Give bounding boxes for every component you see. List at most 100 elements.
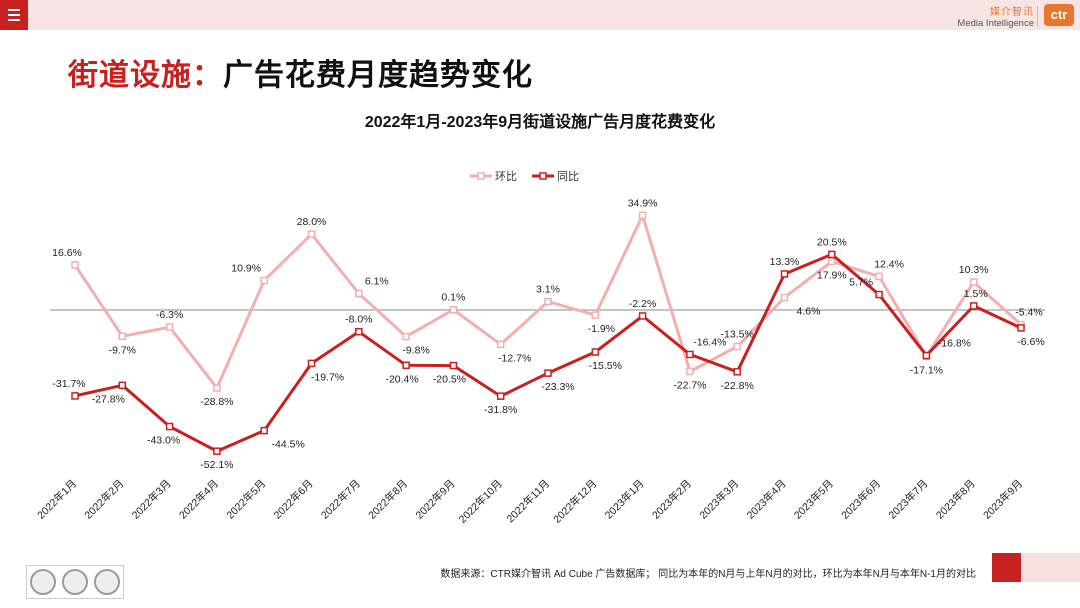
x-tick-label: 2022年10月	[456, 477, 505, 526]
data-point	[496, 392, 505, 400]
data-point	[686, 367, 694, 376]
brand-text: 媒介智讯 Media Intelligence	[957, 7, 1034, 29]
x-tick-label: 2022年12月	[551, 477, 600, 526]
data-point	[544, 369, 552, 377]
brand-cn: 媒介智讯	[990, 7, 1034, 18]
legend-marker-yoy	[539, 172, 547, 180]
data-label: 0.1%	[441, 292, 465, 304]
data-point	[733, 342, 741, 351]
data-point	[496, 340, 505, 349]
data-point	[213, 447, 221, 455]
data-label: -27.8%	[92, 393, 125, 405]
legend-label-mom: 环比	[495, 170, 517, 183]
data-label: -20.5%	[433, 374, 466, 386]
data-label: -19.7%	[311, 371, 344, 383]
data-point	[686, 350, 694, 359]
series-mom: 16.6% -9.7% -6.3% -28.8% 10.9% 28.0% 6.1% -9.8%…	[52, 197, 1043, 408]
data-point	[307, 359, 316, 368]
data-label: -43.0%	[147, 435, 180, 447]
x-tick-label: 2022年7月	[318, 477, 363, 522]
data-point	[828, 257, 836, 266]
hamburger-menu-icon[interactable]	[0, 0, 28, 30]
data-point	[922, 351, 931, 360]
data-point	[969, 278, 978, 286]
data-label: -22.7%	[673, 380, 706, 392]
x-tick-label: 2023年3月	[697, 477, 742, 522]
data-label: -22.8%	[721, 380, 754, 392]
x-tick-label: 2023年9月	[980, 477, 1025, 522]
data-point	[780, 270, 789, 278]
data-label: -9.8%	[402, 345, 429, 357]
data-point	[260, 276, 268, 285]
chart-legend: 环比 同比	[470, 170, 579, 183]
data-label: 16.6%	[52, 247, 82, 259]
data-point	[402, 361, 410, 370]
data-point	[780, 293, 789, 302]
page-title-part1: 街道设施：	[68, 59, 223, 92]
data-label: -13.5%	[721, 329, 754, 341]
data-label: -12.7%	[498, 352, 531, 364]
data-point	[591, 311, 600, 319]
data-label: -15.5%	[589, 360, 622, 372]
data-point	[355, 327, 363, 336]
chart-title: 2022年1月-2023年9月街道设施广告月度花费变化	[364, 114, 716, 131]
data-label: -6.3%	[156, 309, 183, 321]
brand-en: Media Intelligence	[957, 18, 1034, 29]
data-label: 34.9%	[628, 197, 658, 209]
ctr-logo: ctr	[1044, 4, 1074, 26]
data-label: 17.9%	[817, 269, 847, 281]
data-source-note: 数据来源：CTR媒介智讯 Ad Cube 广告数据库； 同比为本年的N月与上年N…	[440, 569, 976, 580]
data-label: -16.8%	[938, 338, 971, 350]
data-point	[71, 261, 79, 269]
data-point	[733, 368, 741, 376]
data-point	[1017, 324, 1025, 332]
x-tick-label: 2023年7月	[886, 477, 931, 522]
data-point	[355, 289, 363, 298]
page-title: 街道设施：广告花费月度趋势变化	[68, 50, 533, 94]
data-point	[828, 250, 836, 259]
data-label: 1.5%	[964, 288, 988, 300]
x-tick-label: 2022年9月	[413, 477, 458, 522]
x-tick-label: 2022年4月	[176, 477, 221, 522]
page-title-part2: 广告花费月度趋势变化	[223, 59, 533, 92]
data-point	[260, 426, 268, 435]
sgs-badge-icon	[94, 569, 120, 595]
data-point	[544, 297, 552, 306]
data-point	[165, 422, 174, 431]
x-tick-label: 2022年1月	[34, 477, 79, 522]
legend-marker-mom	[477, 172, 485, 180]
data-point	[449, 305, 458, 314]
x-tick-label: 2023年1月	[602, 477, 647, 522]
data-point	[165, 323, 174, 331]
data-label: 3.1%	[536, 284, 560, 296]
x-tick-label: 2022年3月	[129, 477, 174, 522]
data-label: -16.4%	[693, 336, 726, 348]
data-point	[213, 384, 221, 392]
x-tick-label: 2023年5月	[791, 477, 836, 522]
data-label: 4.6%	[797, 306, 821, 318]
data-label: 13.3%	[770, 256, 800, 268]
data-label: -20.4%	[385, 373, 418, 385]
top-bar	[0, 0, 1080, 30]
x-tick-label: 2022年2月	[82, 477, 127, 522]
x-tick-label: 2022年5月	[224, 477, 269, 522]
footer-pink-block	[1021, 553, 1080, 582]
data-label: -28.8%	[200, 396, 233, 408]
legend-label-yoy: 同比	[557, 170, 579, 183]
data-point	[875, 272, 883, 281]
x-tick-label: 2022年11月	[504, 477, 552, 525]
data-point	[71, 392, 79, 400]
x-tick-label: 2023年2月	[649, 477, 694, 522]
data-label: -44.5%	[272, 439, 305, 451]
data-point	[875, 290, 883, 299]
data-point	[969, 302, 978, 310]
series-yoy: -31.7% -27.8% -43.0% -52.1% -44.5% -19.7% -8.0…	[52, 236, 1044, 471]
data-label: 20.5%	[817, 236, 847, 248]
data-label: 12.4%	[874, 258, 904, 270]
data-label: -8.0%	[345, 314, 372, 326]
data-label: -31.8%	[484, 404, 517, 416]
x-tick-label: 2023年8月	[933, 477, 978, 522]
x-tick-label: 2022年6月	[271, 477, 316, 522]
data-label: 10.3%	[959, 264, 989, 276]
